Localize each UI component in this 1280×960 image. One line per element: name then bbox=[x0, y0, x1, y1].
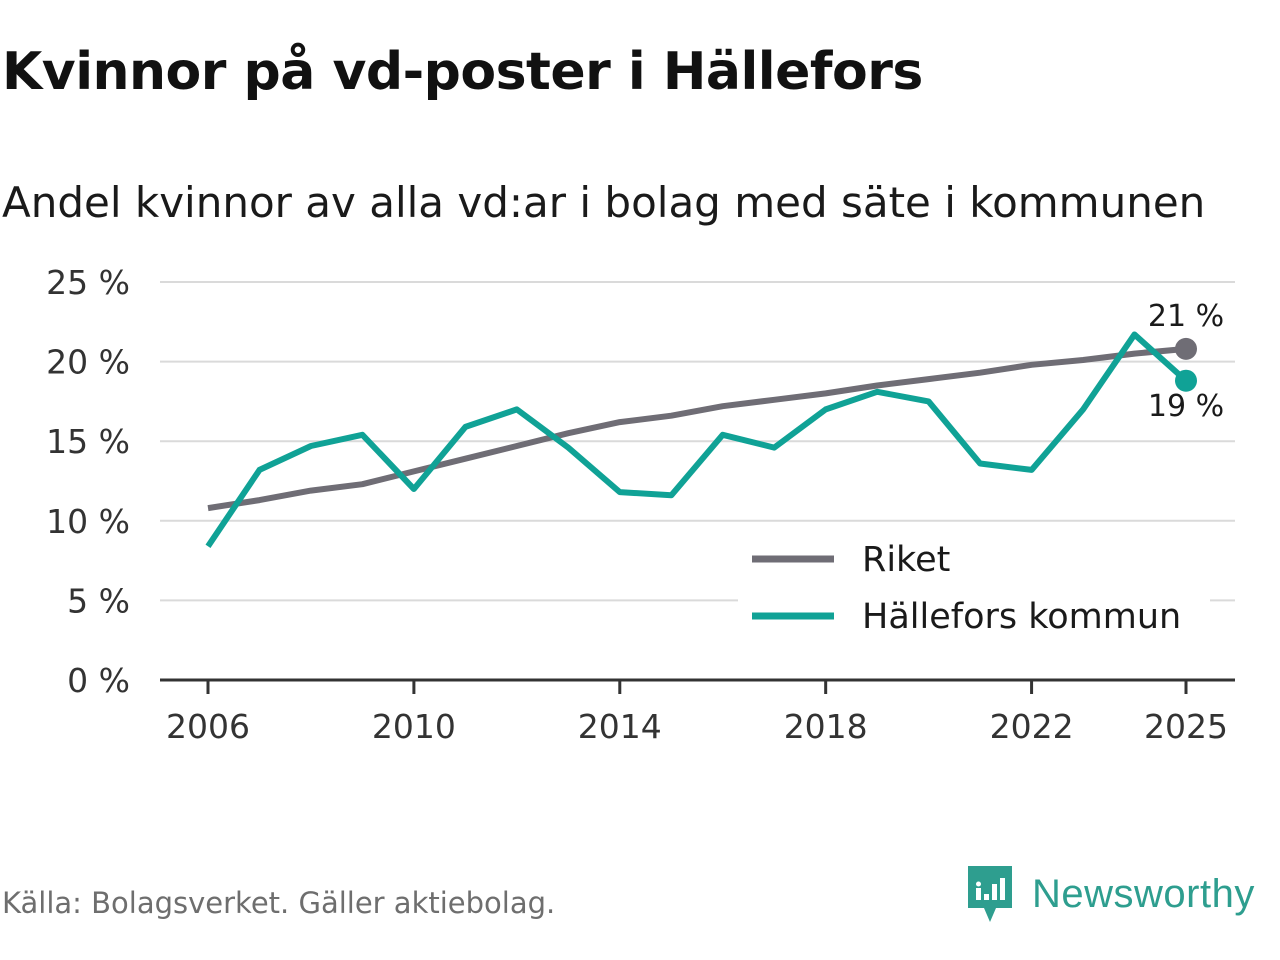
brand-logo: Newsworthy bbox=[964, 864, 1255, 924]
x-axis-ticks: 2006 2010 2014 2018 2022 2025 bbox=[166, 680, 1228, 746]
y-tick-label: 0 % bbox=[67, 661, 130, 700]
legend: Riket Hällefors kommun bbox=[738, 532, 1210, 650]
end-label: 21 % bbox=[1148, 299, 1224, 334]
y-tick-label: 15 % bbox=[46, 422, 130, 461]
y-tick-label: 20 % bbox=[46, 343, 130, 382]
end-label: 19 % bbox=[1148, 389, 1224, 424]
legend-label: Riket bbox=[862, 540, 950, 580]
chart-subtitle: Andel kvinnor av alla vd:ar i bolag med … bbox=[2, 178, 1206, 227]
chart-title: Kvinnor på vd-poster i Hällefors bbox=[2, 42, 923, 102]
series-line bbox=[207, 345, 1187, 512]
end-labels: 21 % 19 % bbox=[1148, 299, 1224, 424]
source-note: Källa: Bolagsverket. Gäller aktiebolag. bbox=[2, 886, 556, 920]
y-tick-label: 10 % bbox=[46, 502, 130, 541]
series-end-point bbox=[1175, 369, 1197, 392]
y-tick-label: 5 % bbox=[67, 581, 130, 620]
x-tick-label: 2014 bbox=[578, 707, 662, 746]
x-tick-label: 2006 bbox=[166, 707, 250, 746]
x-tick-label: 2018 bbox=[784, 707, 868, 746]
y-tick-label: 25 % bbox=[46, 263, 130, 302]
x-tick-label: 2022 bbox=[990, 707, 1074, 746]
series-end-point bbox=[1175, 337, 1197, 360]
legend-box bbox=[738, 532, 1210, 650]
x-tick-label: 2010 bbox=[372, 707, 456, 746]
newsworthy-icon bbox=[968, 866, 1012, 922]
legend-label: Hällefors kommun bbox=[862, 597, 1181, 637]
series-line bbox=[205, 331, 1189, 548]
x-tick-label: 2025 bbox=[1144, 707, 1228, 746]
brand-name: Newsworthy bbox=[1032, 871, 1255, 916]
y-axis-ticks: 0 % 5 % 10 % 15 % 20 % 25 % bbox=[46, 263, 130, 700]
series-lines bbox=[205, 331, 1197, 548]
